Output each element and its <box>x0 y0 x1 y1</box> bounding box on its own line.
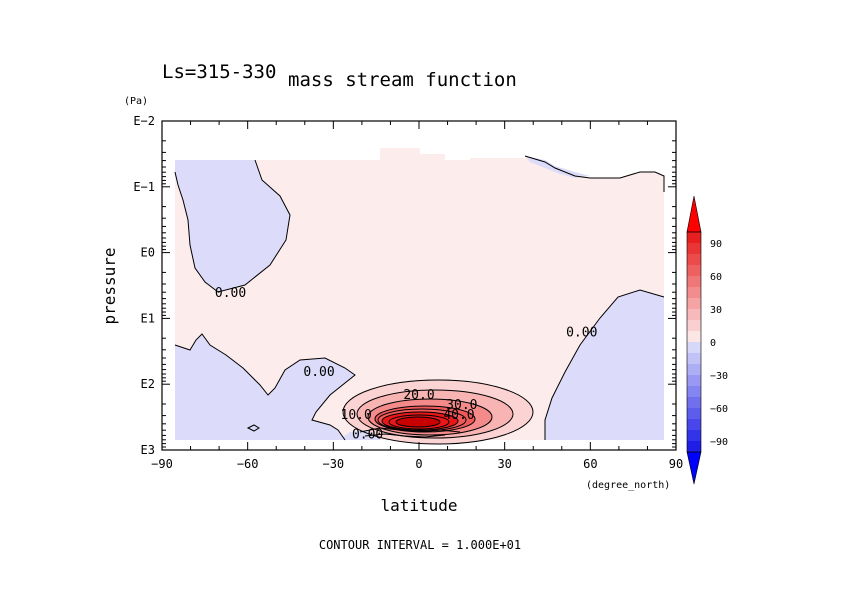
contour-60 <box>381 411 459 431</box>
colorbar-band <box>687 430 701 442</box>
contour-lines <box>174 155 665 445</box>
colorbar-band <box>687 287 701 299</box>
colorbar-label: 0 <box>710 338 716 349</box>
contour-10 <box>342 379 534 445</box>
contour-label: 40.0 <box>443 408 474 423</box>
y-tick-label: E−2 <box>133 114 155 128</box>
colorbar-band <box>687 265 701 277</box>
x-unit-label: (degree_north) <box>586 480 670 491</box>
field-negative-sliver-ne <box>525 156 590 178</box>
contour-zero-e <box>544 289 665 440</box>
contour-interval-note: CONTOUR INTERVAL = 1.000E+01 <box>319 538 521 552</box>
x-axis-title: latitude <box>380 496 457 515</box>
contour-zero-ne <box>524 155 665 192</box>
colorbar-band <box>687 309 701 321</box>
field-negative-region-nw <box>175 160 290 292</box>
y-tick-label: E2 <box>141 377 155 391</box>
x-tick-label: −60 <box>237 457 259 471</box>
colorbar-band <box>687 419 701 431</box>
x-tick-label: 30 <box>497 457 511 471</box>
colorbar-band <box>687 232 701 244</box>
field-negative-region-e <box>545 290 664 440</box>
colorbar-label: −90 <box>710 437 728 448</box>
chart-season-label: Ls=315-330 <box>162 61 276 83</box>
chart-title: mass stream function <box>288 69 517 91</box>
contour-label: 30.0 <box>446 398 477 413</box>
contour-label: 20.0 <box>403 388 434 403</box>
colorbar-band <box>687 408 701 420</box>
contour-20 <box>356 389 514 439</box>
colorbar-band <box>687 441 701 453</box>
contour-70 <box>388 414 450 430</box>
y-unit-label: (Pa) <box>124 96 148 107</box>
colorbar-band <box>687 331 701 343</box>
contour-label: 0.00 <box>352 428 383 443</box>
y-tick-label: E3 <box>141 443 155 457</box>
contour-crowded-base <box>359 427 461 438</box>
field-negative-strip <box>338 430 380 440</box>
contour-label: 0.00 <box>566 326 597 341</box>
colorbar-band <box>687 397 701 409</box>
colorbar-band <box>687 243 701 255</box>
cell-level-80 <box>396 417 440 427</box>
colorbar-label: −60 <box>710 404 728 415</box>
colorbar-label: −30 <box>710 371 728 382</box>
y-tick-label: E0 <box>141 246 155 260</box>
x-tick-label: 60 <box>583 457 597 471</box>
x-tick-label: 90 <box>669 457 683 471</box>
contour-labels: 0.00 0.00 0.00 20.0 30.040.0 10.0 0.00 <box>215 286 598 442</box>
y-axis-title: pressure <box>100 247 119 324</box>
contour-zero-nw <box>174 159 291 293</box>
x-tick-label: 0 <box>415 457 422 471</box>
colorbar-band <box>687 364 701 376</box>
contour-30 <box>367 398 493 436</box>
colorbar-band <box>687 386 701 398</box>
contour-small-loop <box>246 424 260 432</box>
colorbar-band <box>687 298 701 310</box>
contour-80 <box>395 416 441 428</box>
y-axis: E−2 E−1 E0 E1 E2 E3 <box>133 114 676 457</box>
colorbar-label: 60 <box>710 272 722 283</box>
colorbar-band <box>687 375 701 387</box>
y-tick-label: E1 <box>141 311 155 325</box>
x-tick-label: −30 <box>322 457 344 471</box>
colorbar-band <box>687 342 701 354</box>
contour-label: 10.0 <box>341 408 372 423</box>
colorbar: 90 60 30 0 −30 −60 −90 <box>686 195 728 485</box>
y-tick-label: E−1 <box>133 180 155 194</box>
contour-zero-sw <box>174 333 356 441</box>
colorbar-band <box>687 353 701 365</box>
colorbar-band <box>687 276 701 288</box>
colorbar-band <box>687 254 701 266</box>
colorbar-frame <box>686 231 702 453</box>
colorbar-band <box>687 320 701 332</box>
colorbar-top-arrow <box>686 195 702 233</box>
colorbar-label: 90 <box>710 239 722 250</box>
contour-50 <box>377 408 467 432</box>
colorbar-label: 30 <box>710 305 722 316</box>
contour-label: 0.00 <box>303 365 334 380</box>
field-negative-region-sw <box>175 334 355 440</box>
contour-label: 0.00 <box>215 286 246 301</box>
colorbar-bottom-arrow <box>686 451 702 485</box>
x-axis: −90 −60 −30 0 30 60 90 <box>151 121 683 471</box>
stream-function-field <box>175 148 664 444</box>
x-tick-label: −90 <box>151 457 173 471</box>
